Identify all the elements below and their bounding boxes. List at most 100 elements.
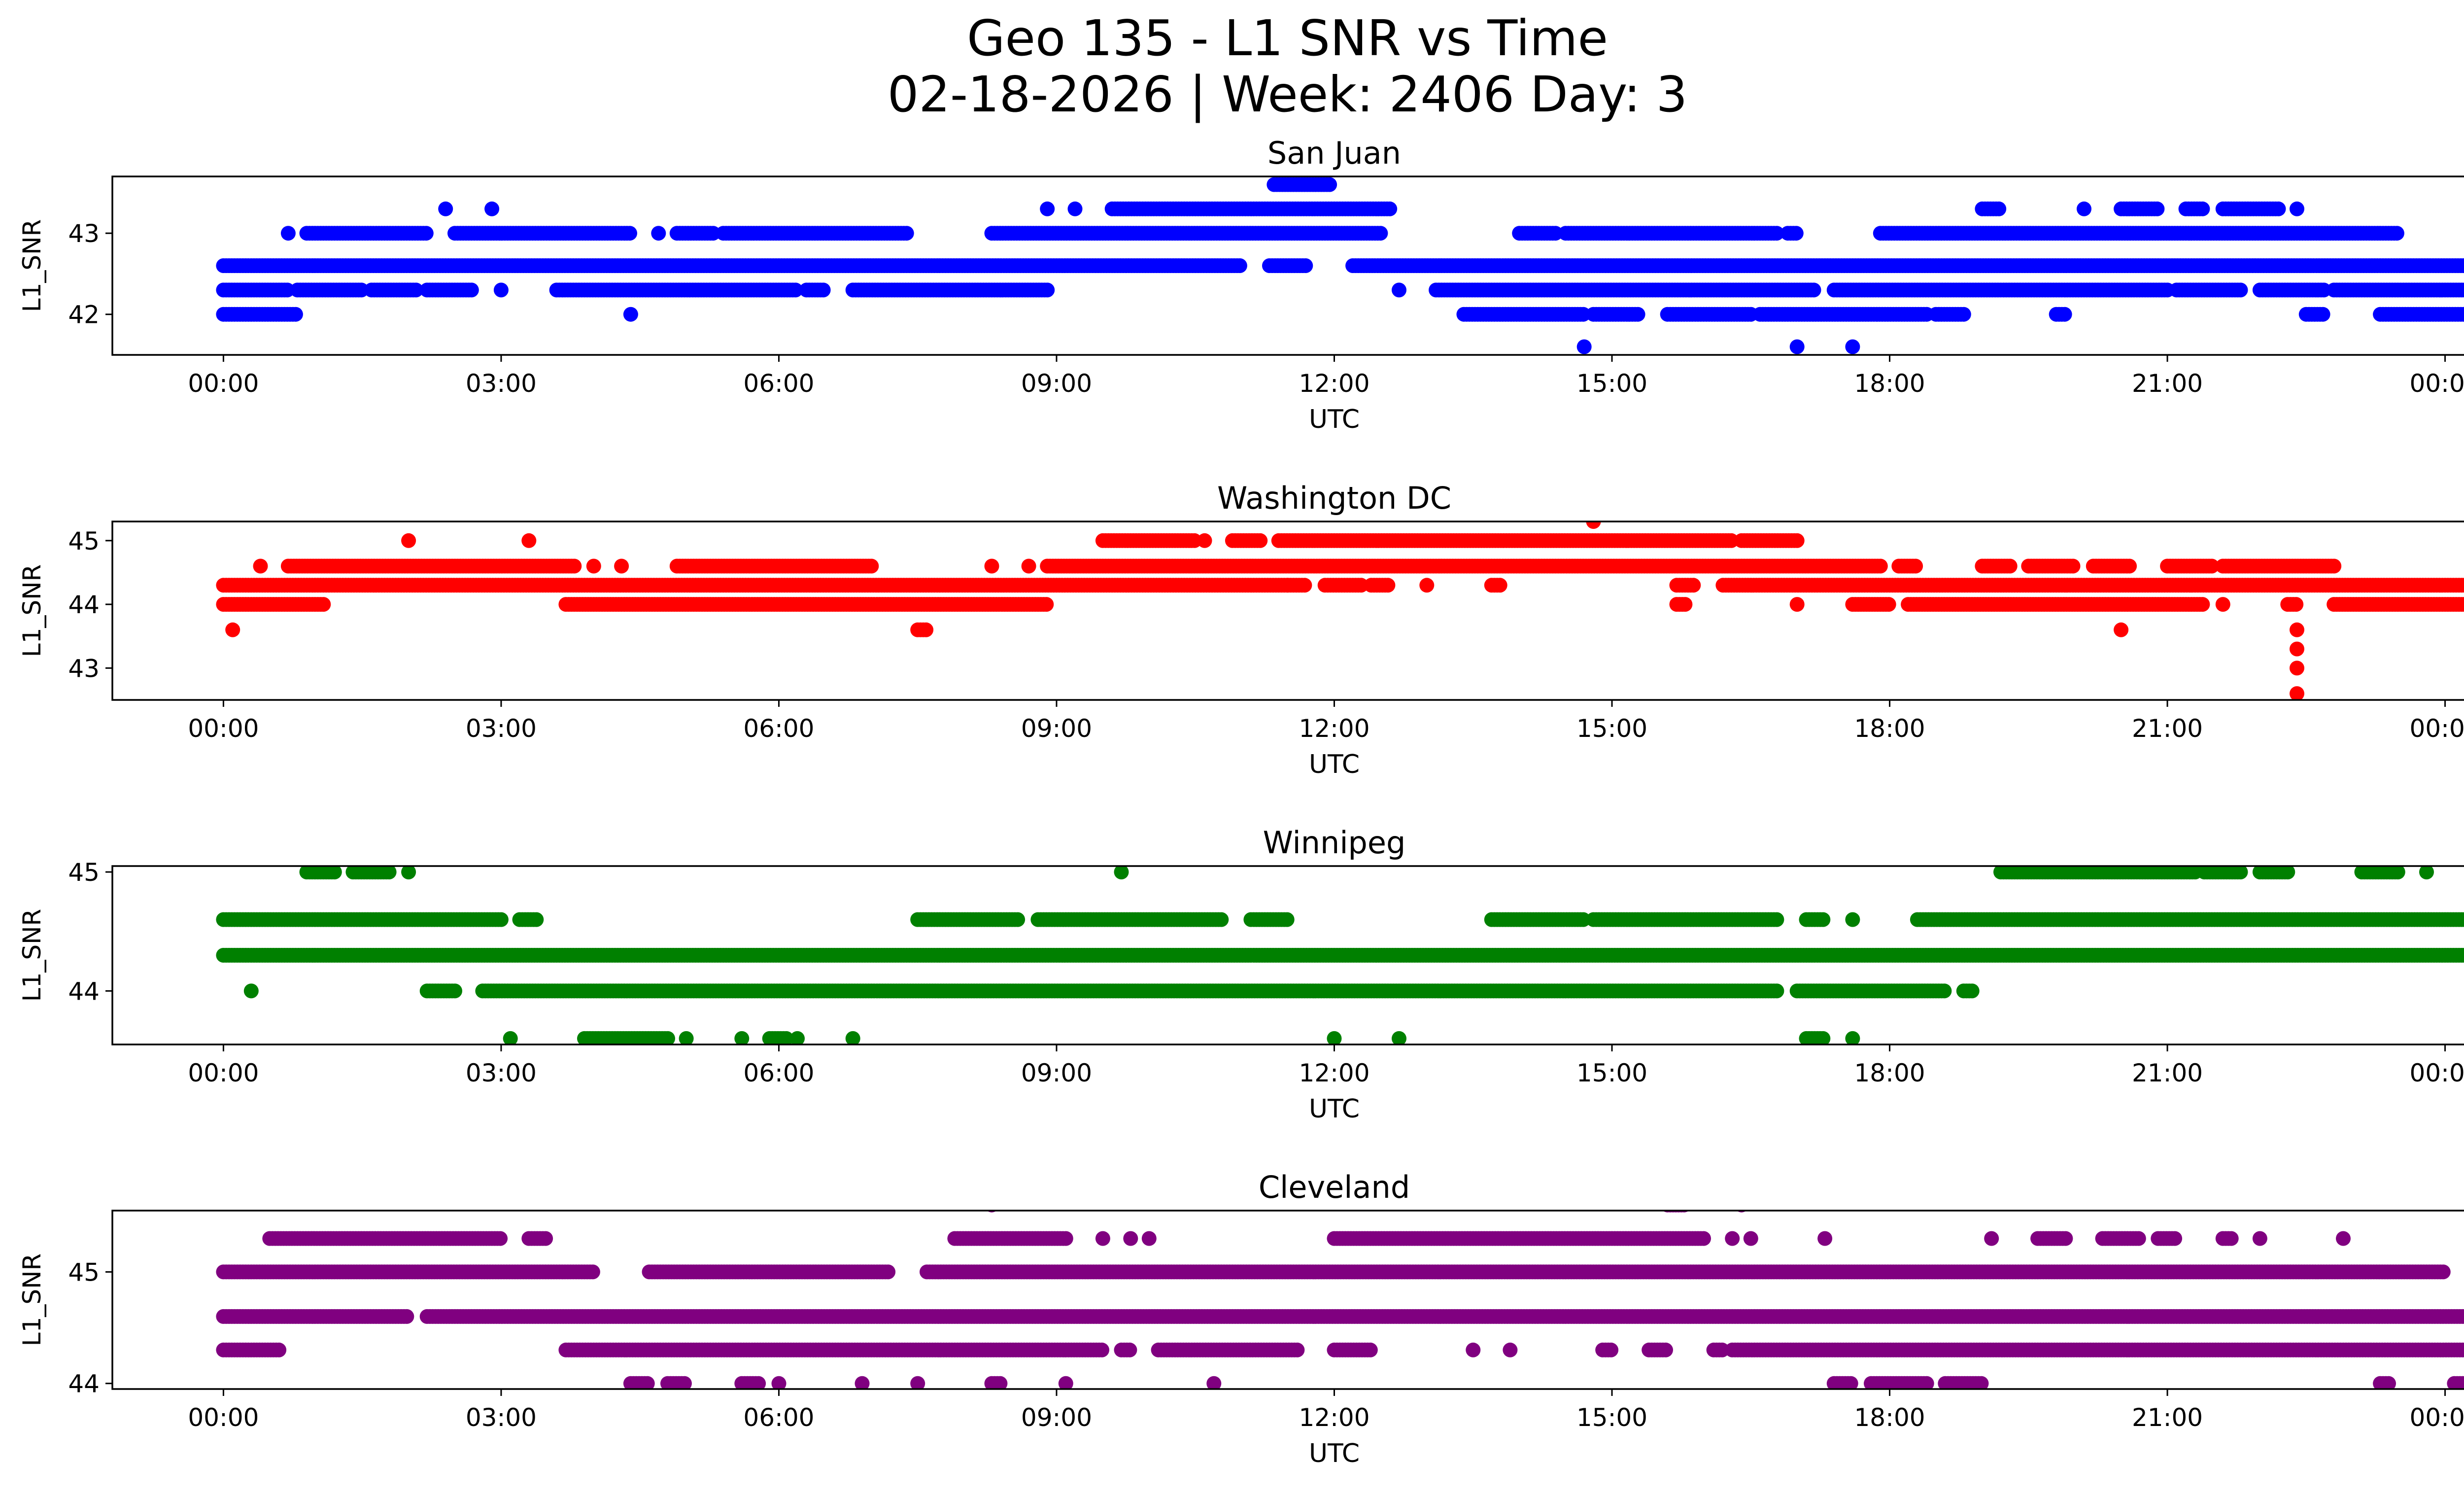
x-tick-label: 15:00 [1576,369,1647,398]
data-point [1380,578,1396,593]
data-point [288,307,303,322]
data-point [1232,258,1247,273]
data-point [280,226,296,241]
data-point [1392,282,1406,298]
data-point [1789,339,1805,354]
data-point [1586,522,1601,529]
data-points [216,522,2464,700]
data-point [919,622,934,637]
data-point [438,201,453,216]
data-point [2150,201,2165,216]
data-point [493,912,509,927]
data-point [1686,578,1701,593]
y-tick-label: 43 [68,219,100,248]
data-point [2390,866,2405,880]
data-point [1575,912,1591,927]
data-point [1576,339,1592,354]
data-point [2460,283,2464,297]
data-point [2280,866,2295,880]
data-point [1789,597,1805,612]
data-point [1253,533,1268,548]
data-point [2122,558,2137,574]
x-tick-label: 09:00 [1021,714,1092,743]
data-point [2077,201,2091,216]
data-point [2289,597,2304,612]
data-point [464,282,479,298]
data-point [2290,201,2304,216]
data-point [381,866,397,880]
data-point [418,226,434,241]
data-point [899,226,914,241]
data-point [1382,201,1398,216]
data-point [1322,177,1337,192]
subplot-title: Washington DC [1217,480,1451,516]
data-point [1021,558,1036,574]
data-point [2233,282,2248,298]
x-tick-label: 06:00 [743,369,814,398]
data-point [1354,578,1369,593]
data-point [409,282,424,298]
data-point [401,533,416,548]
data-point [586,558,601,574]
data-point [2327,558,2342,574]
y-tick-label: 44 [68,591,100,619]
data-point [622,226,637,241]
data-point [614,558,629,574]
data-point [1881,597,1896,612]
data-point [2271,201,2286,216]
data-point [225,622,240,637]
data-point [1040,282,1055,298]
x-tick-label: 03:00 [466,714,537,743]
data-point [354,282,369,298]
data-point [401,866,416,880]
data-point [2204,558,2220,574]
y-axis-label: L1_SNR [18,564,46,658]
data-points [216,866,2464,1044]
data-point [1789,533,1805,548]
data-point [2460,578,2464,592]
data-point [1630,307,1645,322]
x-tick-label: 00:00 [188,714,259,743]
data-point [529,912,544,927]
x-tick-label: 15:00 [1576,714,1647,743]
x-axis-label: UTC [1309,405,1360,434]
subplot-title: San Juan [1267,135,1401,171]
data-point [984,558,999,574]
data-point [567,558,582,574]
data-point [1040,201,1055,216]
y-tick-label: 43 [68,654,100,683]
chart-title: Geo 135 - L1 SNR vs Time [967,9,1608,67]
data-point [484,201,500,216]
data-point [1788,226,1804,241]
data-point [2290,661,2304,676]
data-point [1373,226,1388,241]
data-point [1575,307,1591,322]
data-point [2463,600,2464,609]
data-point [816,282,831,298]
data-point [2419,866,2434,880]
data-point [1010,912,1026,927]
data-point [1114,866,1129,880]
y-tick-label: 45 [68,527,100,556]
data-point [1724,533,1739,548]
data-point [2290,686,2304,700]
data-point [2463,581,2464,590]
x-tick-label: 12:00 [1299,714,1369,743]
data-point [1297,578,1312,593]
data-point [1279,912,1295,927]
data-point [651,226,666,241]
data-point [493,282,509,298]
x-tick-label: 00:00 [2410,369,2464,398]
data-point [2290,622,2304,637]
data-point [706,226,721,241]
y-tick-label: 42 [68,301,100,329]
data-point [1214,912,1229,927]
x-tick-label: 21:00 [2132,714,2203,743]
data-point [1991,201,2007,216]
subplot-title: Winnipeg [1263,825,1406,861]
data-point [1492,578,1507,593]
